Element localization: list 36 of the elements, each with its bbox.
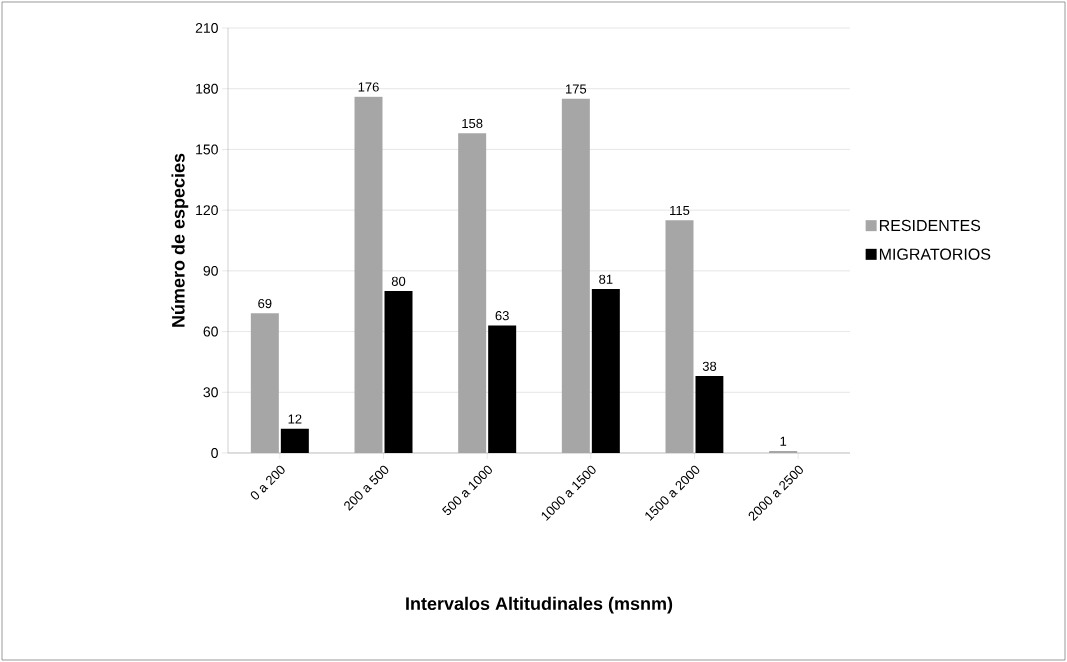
bar (769, 450, 798, 453)
data-label: 176 (358, 82, 379, 92)
x-tick-label: 0 a 200 (250, 465, 285, 500)
bar (280, 428, 309, 453)
data-label: 175 (565, 84, 587, 94)
x-tick-label: 200 a 500 (344, 465, 389, 511)
legend-label: RESIDENTES (879, 219, 981, 232)
data-label: 1 (780, 436, 787, 446)
y-axis-title: Número de especies (171, 153, 189, 327)
data-label: 38 (702, 361, 717, 371)
bar (591, 289, 620, 453)
data-label: 81 (599, 274, 613, 284)
bar (695, 376, 724, 453)
y-tick-label: 0 (211, 448, 218, 458)
y-tick-label: 150 (196, 144, 218, 155)
y-tick-label: 120 (196, 205, 218, 216)
bar (561, 98, 590, 453)
legend-label: MIGRATORIOS (879, 248, 991, 260)
y-tick-label: 180 (196, 83, 218, 94)
y-tick-label: 210 (195, 23, 218, 33)
bar (384, 291, 413, 453)
data-label: 69 (258, 298, 272, 309)
y-tick-label: 90 (203, 265, 218, 276)
y-tick-label: 60 (203, 326, 218, 337)
data-label: 158 (462, 118, 483, 129)
bar (665, 220, 694, 453)
bar (488, 325, 517, 453)
x-axis-title: Intervalos Altitudinales (msnm) (406, 596, 673, 614)
bar (354, 96, 383, 453)
y-tick-label: 30 (203, 387, 218, 398)
data-label: 80 (391, 276, 406, 286)
data-label: 115 (670, 205, 690, 216)
data-label: 63 (495, 311, 509, 321)
data-label: 12 (288, 414, 302, 424)
bar (250, 313, 279, 453)
bar (458, 133, 487, 453)
